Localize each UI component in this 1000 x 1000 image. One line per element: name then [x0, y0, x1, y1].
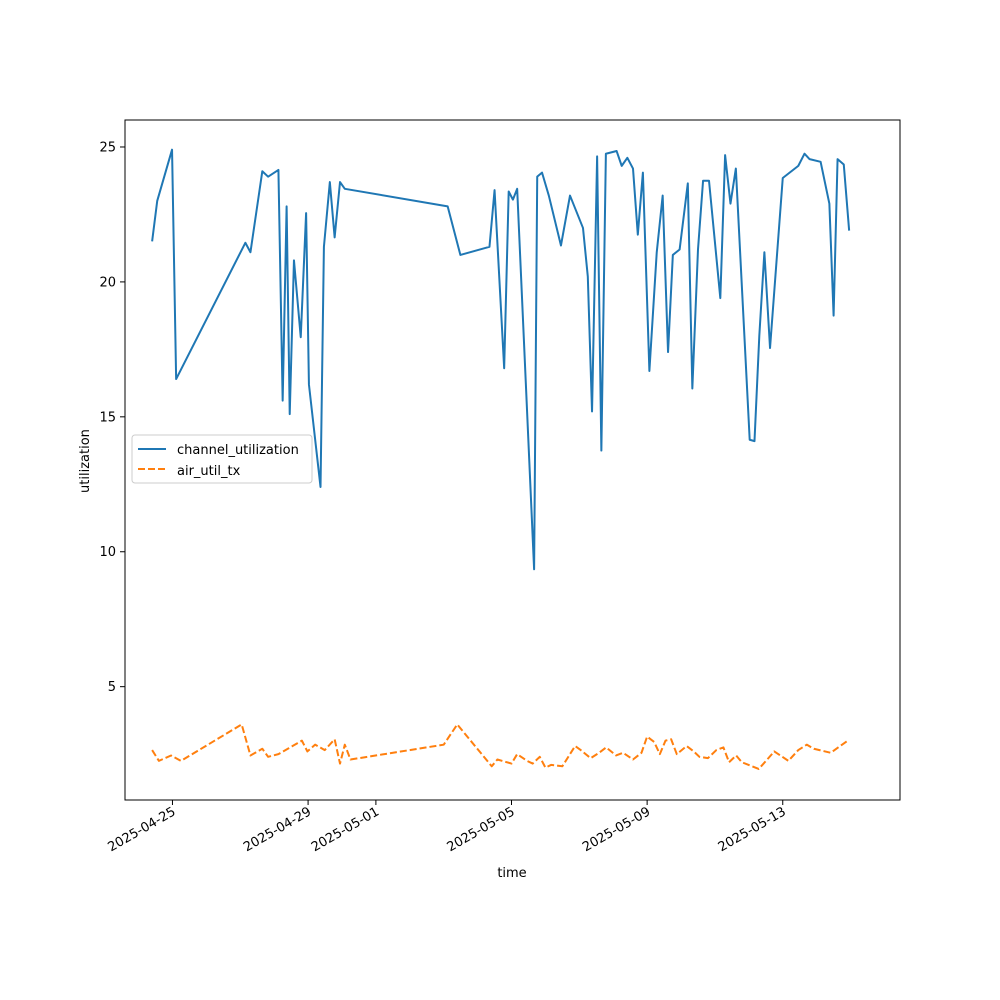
y-axis: 5 10 15 20 25 [99, 140, 125, 695]
series-line-channel-utilization [151, 148, 851, 571]
plot-frame [124, 119, 901, 801]
y-axis-label: utilization [78, 429, 93, 493]
legend-label-channel-utilization: channel_utilization [177, 443, 299, 458]
legend-box [131, 434, 313, 484]
legend-label-air-util-tx: air_util_tx [177, 464, 241, 479]
y-tick-label: 5 [108, 680, 116, 695]
series-layer [151, 148, 851, 770]
y-tick-label: 20 [99, 275, 116, 290]
legend: channel_utilization air_util_tx [131, 434, 313, 484]
y-tick-label: 15 [99, 410, 116, 425]
y-tick-label: 25 [99, 140, 116, 155]
x-axis-label: time [497, 866, 526, 881]
y-tick-label: 10 [99, 545, 116, 560]
series-line-air-util-tx [151, 723, 849, 770]
